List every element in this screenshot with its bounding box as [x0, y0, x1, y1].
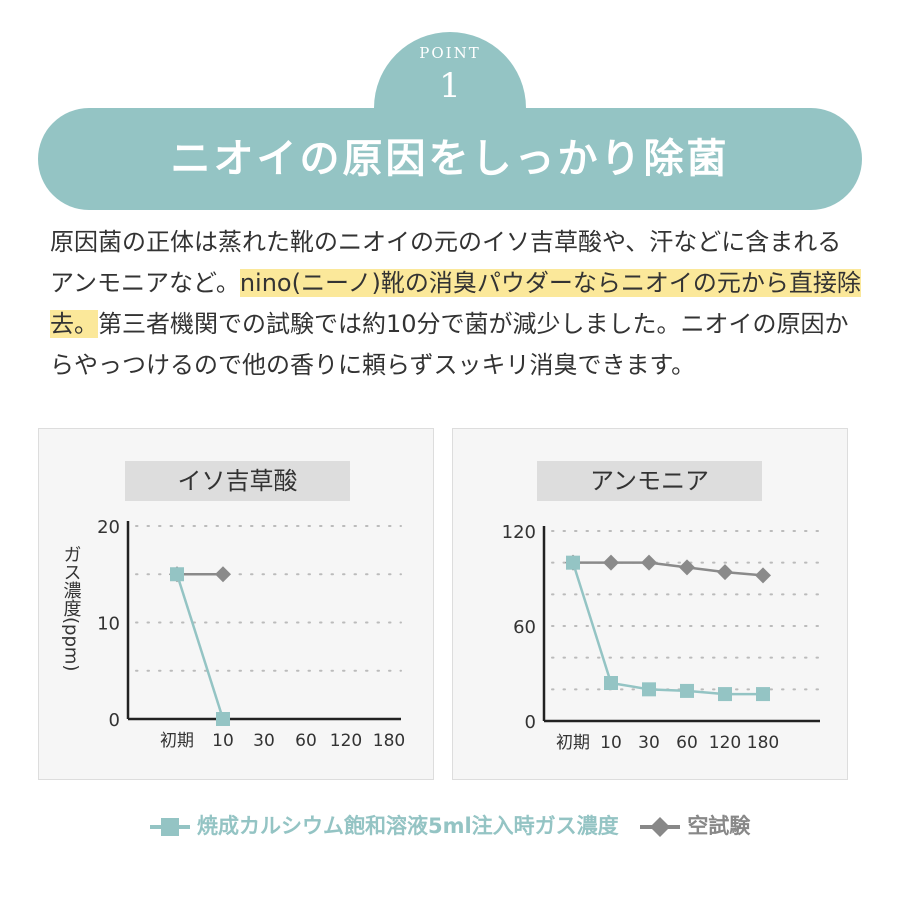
x-tick-label: 30 [638, 733, 660, 753]
x-tick-label: 120 [330, 731, 362, 751]
x-tick-label: 180 [747, 733, 779, 753]
y-tick-label: 60 [513, 617, 536, 638]
data-point-diamond [603, 554, 619, 571]
y-tick-label: 0 [109, 710, 120, 731]
square-marker-icon [149, 818, 190, 836]
data-point-square [170, 567, 184, 582]
point-label: POINT [419, 44, 481, 62]
data-point-square [604, 676, 618, 690]
y-tick-label: 120 [502, 522, 536, 543]
x-tick-label: 初期 [556, 733, 590, 753]
data-point-square [566, 555, 580, 570]
chart-svg: 0 60 120 初期 10 30 60 120 180 [502, 522, 821, 753]
x-tick-label: 初期 [160, 731, 194, 751]
x-tick-label: 60 [295, 731, 317, 751]
description: 原因菌の正体は蒸れた靴のニオイの元のイソ吉草酸や、汗などに含まれるアンモニアなど… [50, 222, 862, 386]
x-tick-label: 10 [212, 731, 234, 751]
x-tick-label: 30 [253, 731, 275, 751]
y-tick-label: 0 [525, 712, 536, 733]
data-point-square [642, 682, 656, 697]
legend-blank: 空試験 [640, 814, 750, 838]
legend-blank-label: 空試験 [687, 814, 751, 838]
y-tick-label: 10 [97, 614, 120, 635]
legend-treated-label: 焼成カルシウム飽和溶液5ml注入時ガス濃度 [196, 814, 619, 838]
x-tick-label: 180 [373, 731, 405, 751]
x-tick-label: 10 [600, 733, 622, 753]
data-point-square [756, 687, 770, 702]
data-point-diamond [717, 564, 733, 581]
data-point-square [718, 687, 732, 702]
x-tick-label: 120 [709, 733, 741, 753]
page-title: ニオイの原因をしっかり除菌 [38, 108, 862, 210]
x-tick-label: 60 [676, 733, 698, 753]
series-line [573, 561, 764, 577]
diamond-marker-icon [640, 817, 680, 837]
description-text: 原因菌の正体は蒸れた靴のニオイの元のイソ吉草酸や、汗などに含まれるアンモニアなど… [50, 228, 842, 297]
data-point-diamond [755, 567, 771, 584]
data-point-square [216, 712, 230, 726]
point-number: 1 [439, 66, 461, 106]
y-axis-label: ガス濃度(ppm) [61, 545, 82, 672]
series-line [571, 562, 763, 696]
series-line [175, 573, 225, 720]
chart-ammonia: アンモニア 0 60 120 初期 10 30 60 120 180 [452, 428, 848, 780]
data-point-diamond [641, 554, 657, 571]
legend-treated: 焼成カルシウム飽和溶液5ml注入時ガス濃度 [149, 814, 619, 838]
data-point-square [680, 683, 694, 698]
data-point-diamond [215, 566, 231, 583]
y-tick-label: 20 [97, 517, 120, 538]
data-point-diamond [679, 559, 695, 576]
chart-title: イソ吉草酸 [125, 461, 350, 501]
description-text-2: 第三者機関での試験では約10分で菌が減少しました。ニオイの原因からやっつけるので… [50, 310, 849, 379]
chart-isovaleric: イソ吉草酸 0 10 20 初期 10 30 60 120 180 ガス濃度(ppm) [38, 428, 434, 780]
chart-svg: 0 10 20 初期 10 30 60 120 180 ガス濃度(ppm) [61, 517, 406, 751]
legend: 焼成カルシウム飽和溶液5ml注入時ガス濃度 空試験 [0, 810, 900, 840]
chart-title: アンモニア [537, 461, 762, 501]
